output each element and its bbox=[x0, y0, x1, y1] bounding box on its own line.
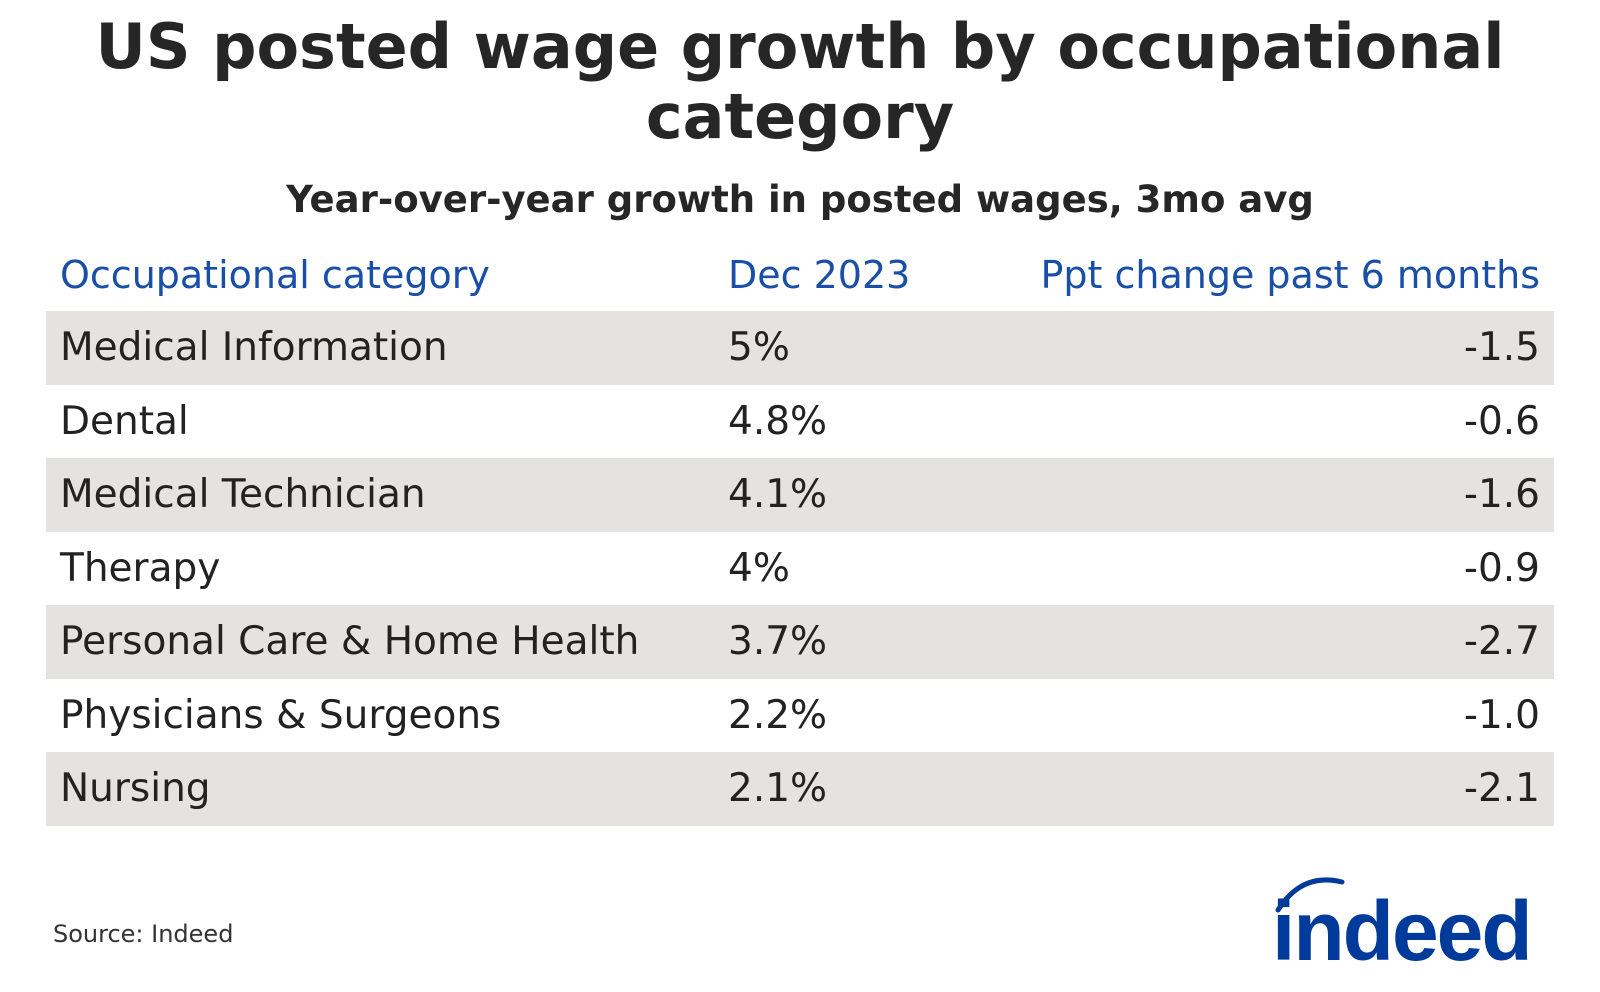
indeed-logo: indeed bbox=[1272, 870, 1557, 978]
category-cell: Physicians & Surgeons bbox=[60, 692, 502, 738]
dec-2023-cell: 2.2% bbox=[728, 692, 828, 738]
svg-text:indeed: indeed bbox=[1272, 884, 1531, 970]
dec-2023-cell: 2.1% bbox=[728, 766, 828, 811]
category-cell: Therapy bbox=[60, 545, 221, 591]
category-cell: Medical Information bbox=[60, 325, 448, 370]
ppt-change-cell: -2.7 bbox=[1463, 619, 1540, 664]
table-row: Nursing 2.1% -2.1 bbox=[46, 752, 1554, 826]
indeed-logo-graphic: indeed bbox=[1272, 877, 1533, 978]
column-header-dec-2023: Dec 2023 bbox=[728, 253, 911, 297]
ppt-change-cell: -1.0 bbox=[1463, 692, 1540, 738]
table-row: Medical Technician 4.1% -1.6 bbox=[46, 458, 1554, 532]
category-cell: Medical Technician bbox=[60, 472, 426, 517]
column-header-ppt-change: Ppt change past 6 months bbox=[1040, 253, 1540, 297]
ppt-change-cell: -0.6 bbox=[1463, 398, 1540, 444]
dec-2023-cell: 3.7% bbox=[728, 619, 828, 664]
category-cell: Dental bbox=[60, 398, 189, 444]
table-row: Personal Care & Home Health 3.7% -2.7 bbox=[46, 605, 1554, 679]
chart-subtitle: Year-over-year growth in posted wages, 3… bbox=[286, 178, 1314, 221]
source-note: Source: Indeed bbox=[53, 920, 234, 948]
table-row: Therapy 4% -0.9 bbox=[46, 532, 1554, 606]
category-cell: Personal Care & Home Health bbox=[60, 619, 640, 664]
ppt-change-cell: -1.6 bbox=[1463, 472, 1540, 517]
table-row: Medical Information 5% -1.5 bbox=[46, 311, 1554, 385]
chart-title: US posted wage growth by occupational ca… bbox=[95, 10, 1505, 153]
dec-2023-cell: 4.8% bbox=[728, 398, 828, 444]
ppt-change-cell: -0.9 bbox=[1463, 545, 1540, 591]
ppt-change-cell: -2.1 bbox=[1463, 766, 1540, 811]
table-row: Dental 4.8% -0.6 bbox=[46, 385, 1554, 459]
column-header-category: Occupational category bbox=[60, 253, 490, 297]
dec-2023-cell: 4.1% bbox=[728, 472, 828, 517]
category-cell: Nursing bbox=[60, 766, 211, 811]
dec-2023-cell: 5% bbox=[728, 325, 790, 370]
dec-2023-cell: 4% bbox=[728, 545, 790, 591]
ppt-change-cell: -1.5 bbox=[1463, 325, 1540, 370]
table-row: Physicians & Surgeons 2.2% -1.0 bbox=[46, 679, 1554, 753]
